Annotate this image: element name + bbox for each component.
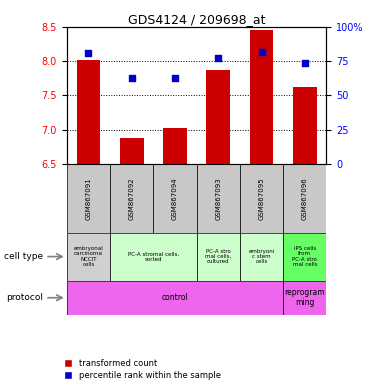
Text: iPS cells
from
PC-A stro
mal cells: iPS cells from PC-A stro mal cells (292, 246, 317, 267)
Text: embryonal
carcinoma
NCCIT
cells: embryonal carcinoma NCCIT cells (73, 246, 103, 267)
Point (259, 48, 265, 55)
Text: PC-A stromal cells,
sorted: PC-A stromal cells, sorted (128, 252, 179, 262)
Bar (250, 30, 273, 164)
Bar (240, 233, 283, 281)
Bar (110, 164, 153, 233)
Text: cell type: cell type (4, 252, 43, 261)
Bar (67, 233, 110, 281)
Point (172, 74, 178, 81)
Text: protocol: protocol (6, 293, 43, 302)
Bar (110, 233, 197, 281)
Bar (67, 164, 110, 233)
Bar (153, 164, 197, 233)
Point (129, 74, 135, 81)
Bar (293, 86, 317, 164)
Point (215, 55, 221, 61)
Bar (206, 70, 230, 164)
Text: embryoni
c stem
cells: embryoni c stem cells (249, 249, 275, 265)
Text: GSM867096: GSM867096 (302, 177, 308, 220)
Bar (240, 164, 283, 233)
Bar (197, 233, 240, 281)
Bar (76, 61, 100, 164)
Bar (163, 128, 187, 164)
Text: GSM867094: GSM867094 (172, 177, 178, 220)
Bar (120, 138, 144, 164)
Text: GSM867095: GSM867095 (259, 177, 265, 220)
Legend: transformed count, percentile rank within the sample: transformed count, percentile rank withi… (63, 359, 220, 380)
Bar (283, 164, 326, 233)
Text: PC-A stro
mal cells,
cultured: PC-A stro mal cells, cultured (205, 249, 232, 265)
Text: control: control (162, 293, 188, 302)
Bar (283, 233, 326, 281)
Text: GSM867092: GSM867092 (129, 177, 135, 220)
Text: GSM867091: GSM867091 (85, 177, 91, 220)
Point (85, 50, 91, 56)
Text: reprogram
ming: reprogram ming (285, 288, 325, 307)
Bar (67, 281, 283, 315)
Text: GSM867093: GSM867093 (215, 177, 221, 220)
Bar (283, 281, 326, 315)
Title: GDS4124 / 209698_at: GDS4124 / 209698_at (128, 13, 265, 26)
Point (302, 60, 308, 66)
Bar (197, 164, 240, 233)
